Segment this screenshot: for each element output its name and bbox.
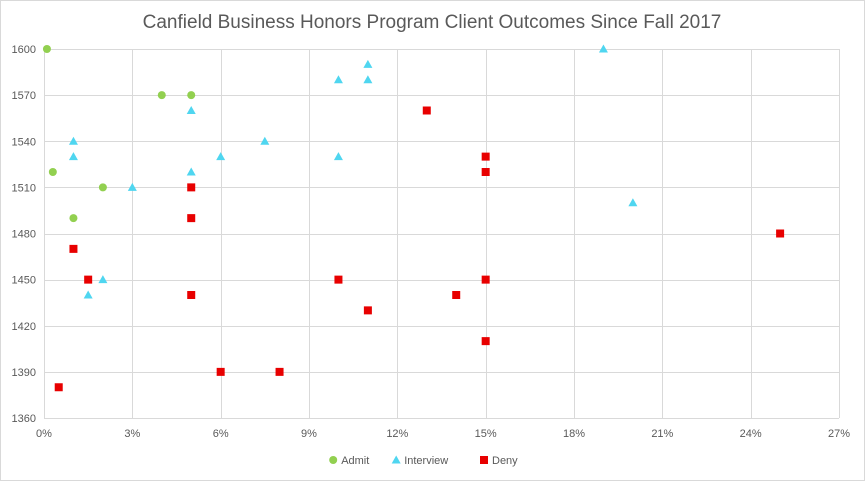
- interview-point: [628, 198, 638, 207]
- y-tick-label: 1420: [12, 321, 36, 333]
- deny-point: [776, 229, 785, 238]
- x-tick-label: 9%: [301, 428, 317, 440]
- legend-label: Deny: [492, 455, 518, 467]
- x-tick-label: 3%: [124, 428, 140, 440]
- deny-point: [481, 275, 490, 284]
- admit-point: [69, 214, 78, 223]
- deny-point: [452, 291, 461, 299]
- interview-point: [216, 152, 226, 161]
- deny-point: [481, 152, 490, 161]
- deny-point: [54, 383, 63, 392]
- deny-point: [334, 275, 343, 284]
- x-tick-label: 0%: [36, 428, 52, 440]
- y-tick-label: 1540: [12, 136, 36, 148]
- deny-point: [422, 106, 431, 115]
- y-tick-label: 1360: [12, 413, 36, 425]
- legend-label: Interview: [404, 455, 448, 467]
- deny-point: [187, 214, 196, 223]
- deny-point: [69, 244, 78, 253]
- y-tick-label: 1480: [12, 229, 36, 241]
- x-tick-label: 12%: [386, 428, 408, 440]
- legend-marker-interview: [391, 455, 401, 464]
- interview-point: [68, 152, 78, 161]
- deny-point: [187, 183, 196, 192]
- interview-point: [186, 106, 196, 114]
- admit-point: [48, 168, 57, 176]
- y-tick-label: 1390: [12, 367, 36, 379]
- x-tick-label: 27%: [828, 428, 850, 440]
- interview-point: [186, 167, 196, 176]
- legend-label: Admit: [341, 455, 369, 467]
- series-admit: [42, 45, 196, 223]
- series-interview: [68, 44, 638, 299]
- deny-point: [216, 367, 225, 376]
- data-points: [42, 44, 785, 392]
- legend-item-admit: Admit: [329, 455, 369, 467]
- interview-point: [127, 182, 137, 191]
- legend-marker-admit: [329, 456, 338, 464]
- chart-title: Canfield Business Honors Program Client …: [143, 12, 722, 33]
- admit-point: [157, 91, 166, 100]
- deny-point: [84, 275, 93, 284]
- series-deny: [54, 106, 785, 392]
- deny-point: [187, 291, 196, 299]
- admit-point: [98, 183, 107, 192]
- interview-point: [333, 75, 343, 84]
- deny-point: [363, 306, 372, 315]
- x-tick-label: 15%: [475, 428, 497, 440]
- y-tick-label: 1510: [12, 182, 36, 194]
- admit-point: [187, 91, 196, 100]
- deny-point: [481, 337, 490, 346]
- interview-point: [68, 136, 78, 145]
- admit-point: [42, 45, 51, 53]
- y-tick-label: 1450: [12, 275, 36, 287]
- interview-point: [260, 136, 270, 145]
- interview-point: [363, 75, 373, 84]
- interview-point: [83, 290, 93, 299]
- x-tick-label: 24%: [740, 428, 762, 440]
- x-tick-label: 6%: [213, 428, 229, 440]
- deny-point: [275, 367, 284, 376]
- y-axis-tick-labels: 1360 1390 1420 1450 1480 1510 1540 1570 1600: [12, 44, 36, 425]
- legend-item-deny: Deny: [480, 455, 518, 467]
- gridlines: [44, 49, 840, 419]
- legend-marker-deny: [480, 456, 488, 464]
- interview-point: [598, 44, 608, 53]
- x-axis-tick-labels: 0% 3% 6% 9% 12% 15% 18% 21% 24% 27%: [36, 428, 850, 440]
- y-tick-label: 1570: [12, 90, 36, 102]
- legend-item-interview: Interview: [391, 455, 448, 467]
- interview-point: [333, 152, 343, 161]
- deny-point: [481, 168, 490, 176]
- x-tick-label: 18%: [563, 428, 585, 440]
- x-tick-label: 21%: [651, 428, 673, 440]
- legend: Admit Interview Deny: [329, 455, 518, 467]
- interview-point: [363, 59, 373, 68]
- y-tick-label: 1600: [12, 44, 36, 56]
- interview-point: [98, 275, 108, 284]
